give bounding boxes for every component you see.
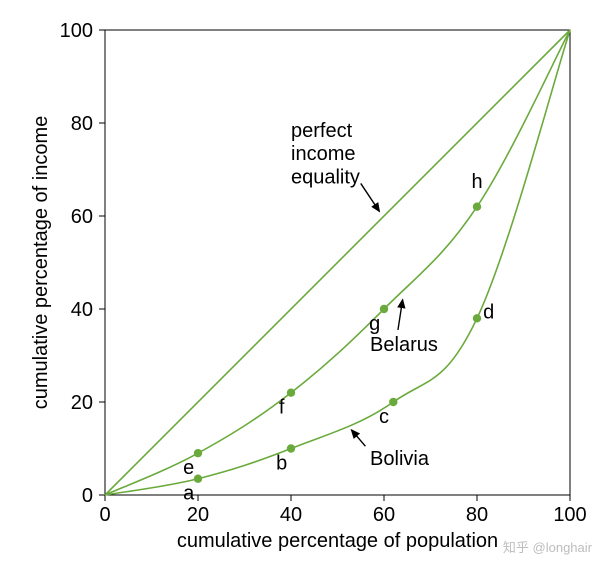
- y-tick-label: 40: [71, 299, 93, 321]
- point-label-b: b: [276, 452, 287, 474]
- annotation-equality-line: perfect: [291, 120, 353, 142]
- y-axis-title: cumulative percentage of income: [30, 116, 52, 410]
- x-tick-label: 80: [466, 504, 488, 526]
- marker-belarus: [287, 389, 295, 397]
- x-tick-label: 40: [280, 504, 302, 526]
- point-label-f: f: [279, 397, 285, 419]
- x-tick-label: 100: [553, 504, 586, 526]
- marker-belarus: [473, 203, 481, 211]
- annotation-belarus: Belarus: [370, 334, 438, 356]
- point-label-g: g: [369, 313, 380, 335]
- marker-bolivia: [194, 475, 202, 483]
- y-tick-label: 20: [71, 392, 93, 414]
- point-label-c: c: [379, 406, 389, 428]
- y-tick-label: 100: [60, 20, 93, 42]
- x-tick-label: 60: [373, 504, 395, 526]
- point-label-a: a: [183, 483, 195, 505]
- watermark: 知乎 @longhair: [503, 540, 593, 555]
- annotation-equality-line: equality: [291, 166, 360, 188]
- marker-bolivia: [287, 444, 295, 452]
- x-tick-label: 20: [187, 504, 209, 526]
- point-label-h: h: [471, 171, 482, 193]
- point-label-e: e: [183, 457, 194, 479]
- annotation-bolivia: Bolivia: [370, 448, 430, 470]
- marker-bolivia: [389, 398, 397, 406]
- marker-belarus: [380, 305, 388, 313]
- marker-bolivia: [473, 314, 481, 322]
- x-axis-title: cumulative percentage of population: [177, 530, 498, 552]
- point-label-d: d: [483, 301, 494, 323]
- y-tick-label: 0: [82, 485, 93, 507]
- annotation-equality-line: income: [291, 143, 355, 165]
- y-tick-label: 60: [71, 206, 93, 228]
- marker-belarus: [194, 449, 202, 457]
- y-tick-label: 80: [71, 113, 93, 135]
- lorenz-curve-chart: 0 20 40 60 80 100 0 20 40 60 80 100 cumulative perce…: [0, 0, 600, 570]
- x-tick-label: 0: [99, 504, 110, 526]
